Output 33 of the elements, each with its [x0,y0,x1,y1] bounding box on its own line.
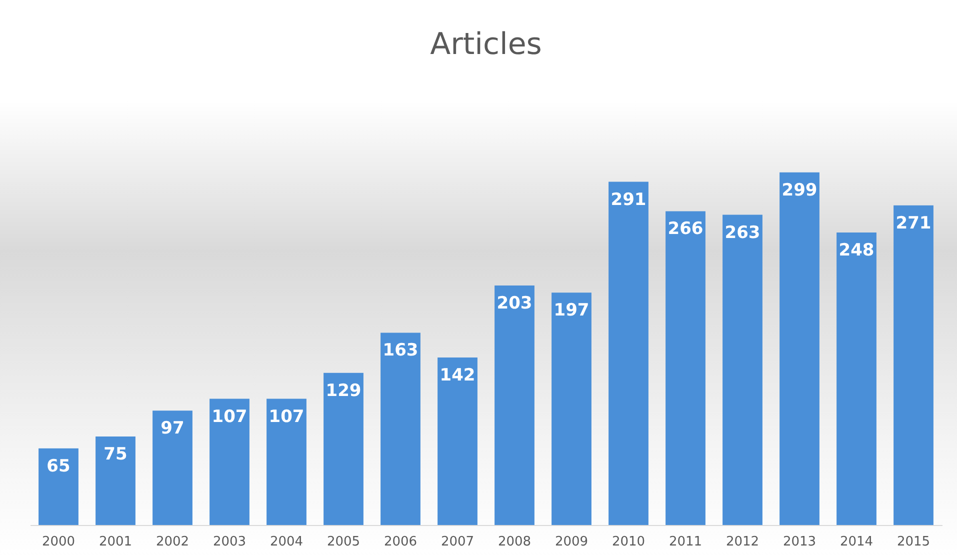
data-label: 266 [668,219,704,240]
data-label: 97 [160,418,184,439]
x-tick-label: 2011 [668,534,702,550]
x-tick-label: 2006 [384,534,418,550]
x-tick-label: 2012 [726,534,760,550]
data-label: 107 [212,406,248,427]
x-tick-label: 2010 [612,534,646,550]
data-label: 107 [268,406,304,427]
x-tick-label: 2013 [782,534,816,550]
x-tick-label: 2000 [42,534,76,550]
x-tick-label: 2002 [156,534,190,550]
x-tick-label: 2001 [98,534,132,550]
data-label: 163 [382,340,418,361]
data-label: 129 [326,380,362,401]
x-tick-label: 2014 [840,534,874,550]
data-label: 271 [896,213,932,234]
data-label: 248 [838,240,874,260]
x-tick-label: 2015 [896,534,930,550]
chart-title: Articles [430,27,542,62]
x-tick-label: 2008 [498,534,532,550]
data-label: 65 [46,456,70,476]
data-label: 291 [610,190,646,210]
data-label: 75 [104,444,128,465]
data-label: 299 [782,180,818,200]
x-tick-label: 2009 [554,534,588,550]
data-label: 203 [496,294,532,314]
x-tick-label: 2007 [440,534,474,550]
x-tick-label: 2005 [326,534,360,550]
data-label: 263 [724,222,760,243]
data-label: 197 [554,300,590,321]
data-label: 142 [440,366,476,386]
x-tick-label: 2004 [270,534,304,550]
x-tick-label: 2003 [212,534,246,550]
